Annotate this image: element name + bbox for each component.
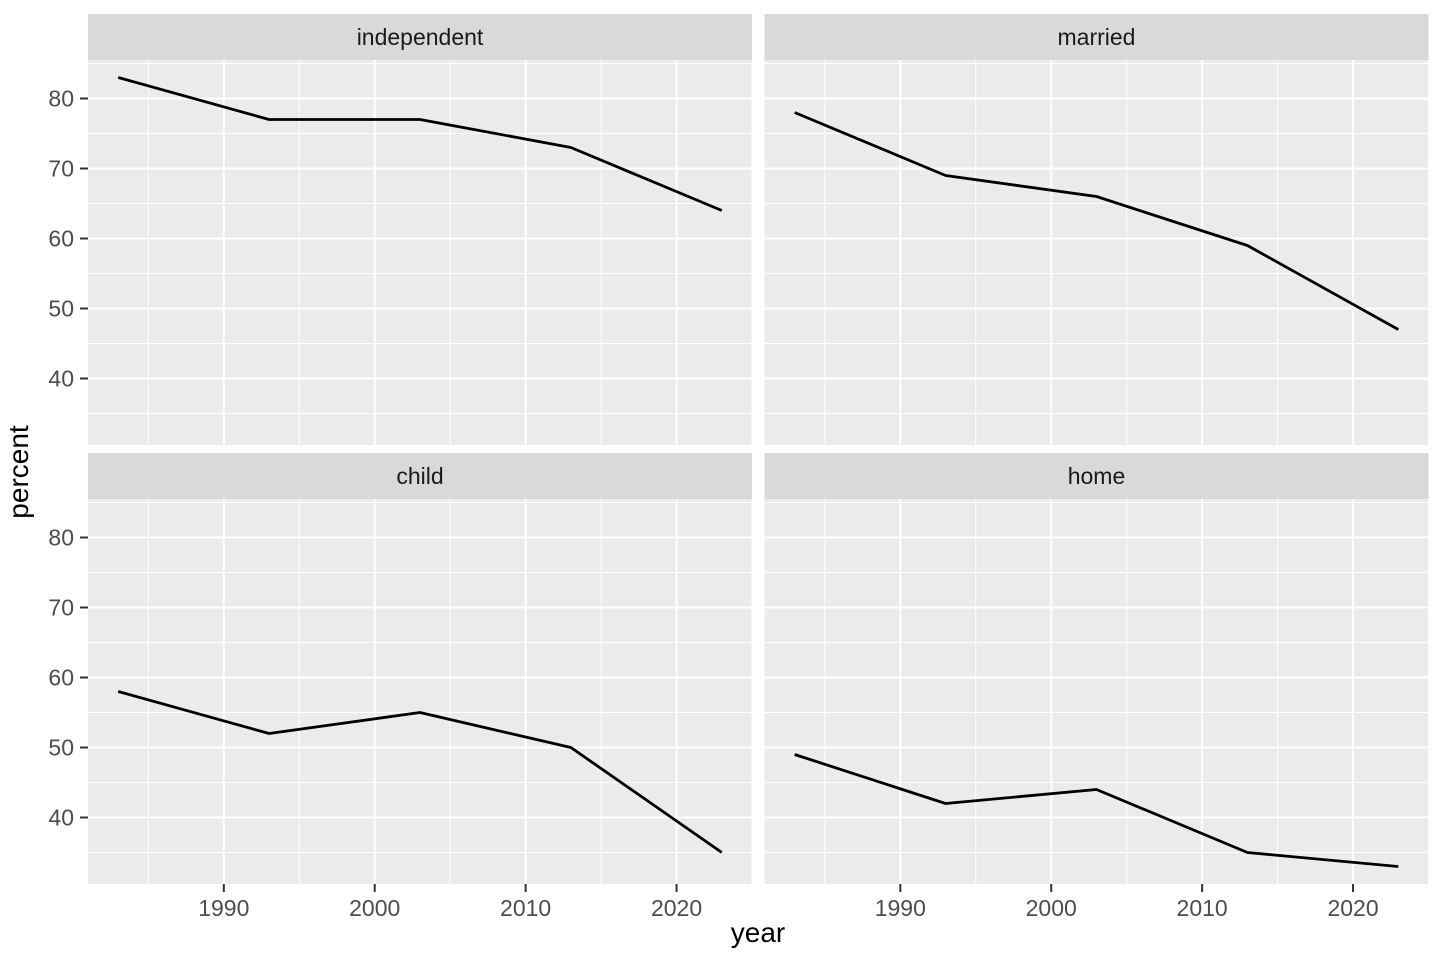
y-tick-label: 40 [48, 805, 74, 831]
y-axis-title: percent [3, 425, 34, 519]
facet-child: child 40 50 60 70 80 1990 2000 2010 2020 [48, 453, 753, 921]
y-tick-label: 40 [48, 366, 74, 392]
facet-strip [764, 453, 1429, 499]
x-tick-label: 2010 [500, 895, 551, 921]
facet-panels: independent 40 50 60 70 80 married child 40 50 60 7… [48, 14, 1429, 921]
x-tick-label: 2020 [651, 895, 702, 921]
x-axis-title: year [731, 917, 785, 948]
data-line-married [794, 111, 1399, 331]
x-tick-label: 2000 [349, 895, 400, 921]
data-line-child [117, 690, 723, 854]
x-tick-label: 1990 [198, 895, 249, 921]
data-line-home [794, 753, 1399, 868]
y-tick-label: 50 [48, 296, 74, 322]
facet-strip [764, 14, 1429, 60]
y-tick-label: 80 [48, 525, 74, 551]
y-tick-label: 70 [48, 156, 74, 182]
panel-background [764, 499, 1429, 884]
facet-strip-label: home [1068, 463, 1126, 489]
panel-background [764, 60, 1429, 445]
y-tick-label: 80 [48, 86, 74, 112]
facet-strip [88, 14, 752, 60]
x-tick-label: 2020 [1327, 895, 1378, 921]
x-tick-label: 2000 [1026, 895, 1077, 921]
facet-married: married [764, 14, 1429, 445]
x-tick-label: 1990 [875, 895, 926, 921]
y-tick-label: 70 [48, 595, 74, 621]
panel-background [88, 60, 752, 445]
facet-strip-label: child [396, 463, 443, 489]
y-tick-label: 60 [48, 665, 74, 691]
y-tick-label: 60 [48, 226, 74, 252]
panel-background [88, 499, 752, 884]
facet-strip [88, 453, 752, 499]
facet-home: home 1990 2000 2010 2020 [764, 453, 1429, 921]
x-tick-label: 2010 [1177, 895, 1228, 921]
facet-independent: independent 40 50 60 70 80 [48, 14, 753, 445]
y-tick-label: 50 [48, 735, 74, 761]
facet-strip-label: independent [357, 24, 484, 50]
facet-strip-label: married [1058, 24, 1136, 50]
data-line-independent [117, 76, 723, 212]
